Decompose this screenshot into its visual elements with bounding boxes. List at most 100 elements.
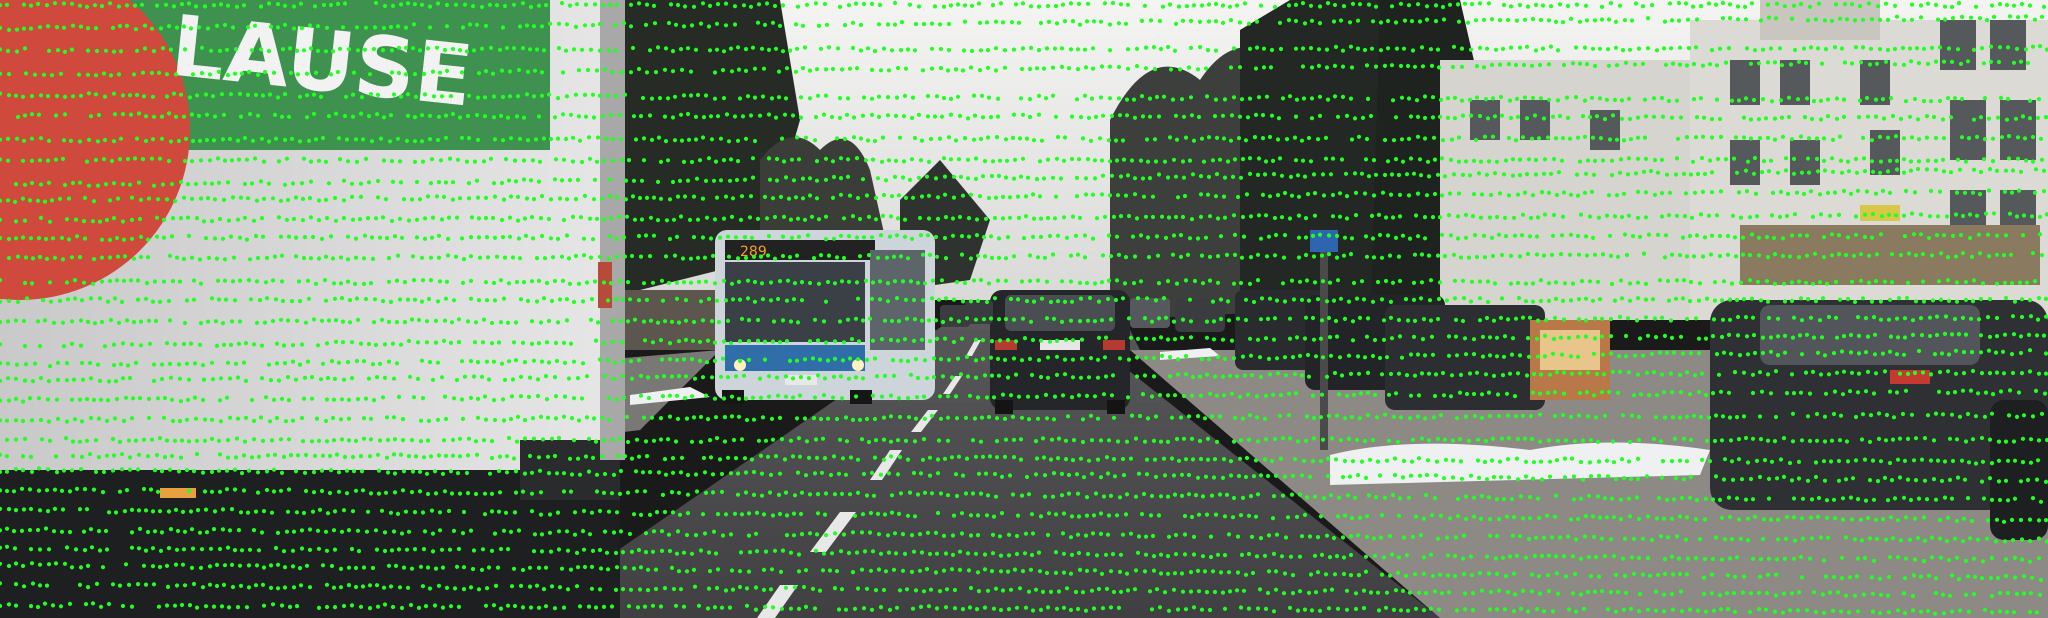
lidar-point [1773, 369, 1779, 374]
lidar-point [1234, 374, 1240, 379]
lidar-point [1957, 167, 1963, 172]
lidar-point [739, 316, 745, 321]
lidar-point [794, 46, 800, 51]
lidar-point [1529, 436, 1535, 442]
lidar-point [946, 135, 952, 140]
lidar-point [997, 338, 1003, 343]
lidar-point [1602, 413, 1608, 418]
lidar-point [1735, 4, 1741, 9]
lidar-point [1961, 371, 1967, 376]
lidar-point [1568, 232, 1574, 237]
lidar-point [70, 94, 76, 99]
lidar-point [903, 66, 909, 71]
lidar-point [1859, 437, 1865, 442]
lidar-point [183, 136, 189, 141]
lidar-point [1832, 389, 1838, 394]
lidar-point [685, 46, 691, 51]
lidar-point [328, 72, 334, 77]
lidar-point [933, 318, 939, 323]
lidar-point [316, 218, 322, 223]
lidar-point [977, 68, 983, 73]
lidar-point [571, 299, 577, 305]
lidar-point [721, 216, 727, 221]
lidar-point [1869, 17, 1875, 22]
lidar-point [1768, 349, 1774, 354]
lidar-point [578, 215, 584, 220]
lidar-point [2030, 44, 2036, 49]
lidar-point [902, 337, 908, 342]
lidar-point [1744, 46, 1750, 51]
lidar-point [1452, 116, 1458, 121]
lidar-point [736, 396, 742, 401]
lidar-point [2032, 17, 2038, 22]
lidar-point [388, 25, 394, 30]
lidar-point [251, 418, 257, 423]
lidar-point [814, 196, 820, 201]
lidar-point [567, 281, 573, 286]
lidar-point [994, 439, 1000, 444]
lidar-point [1709, 117, 1715, 122]
lidar-point [1974, 134, 1980, 139]
lidar-point [380, 395, 386, 400]
lidar-point [1558, 252, 1564, 257]
lidar-point [766, 234, 772, 239]
lidar-point [22, 344, 28, 349]
lidar-point [222, 158, 228, 163]
lidar-point [886, 68, 892, 73]
lidar-point [502, 255, 508, 260]
lidar-point [117, 439, 123, 444]
lidar-point [755, 20, 761, 25]
lidar-point [648, 215, 654, 220]
lidar-point [1784, 213, 1790, 219]
lidar-point [1342, 316, 1348, 321]
lidar-point [1196, 114, 1202, 120]
lidar-point [1093, 114, 1099, 119]
lidar-point [1419, 371, 1425, 376]
lidar-point [1484, 315, 1490, 321]
lidar-point [748, 194, 754, 199]
lidar-point [1037, 194, 1043, 199]
lidar-point [1102, 214, 1108, 219]
lidar-point [899, 20, 905, 25]
lidar-point [1814, 156, 1820, 161]
lidar-point [1231, 281, 1237, 286]
lidar-point [807, 176, 813, 181]
lidar-point [1408, 114, 1414, 119]
lidar-point [1201, 159, 1207, 164]
lidar-point [443, 296, 449, 301]
lidar-point [468, 395, 474, 400]
lidar-point [1248, 214, 1254, 219]
lidar-point [1027, 356, 1033, 361]
lidar-point [407, 374, 413, 379]
lidar-point [1717, 233, 1723, 239]
lidar-point [1976, 317, 1982, 322]
lidar-point [823, 299, 829, 304]
lidar-point [54, 397, 60, 402]
lidar-point [498, 113, 504, 118]
lidar-point [984, 20, 990, 25]
lidar-point [1799, 170, 1805, 175]
lidar-point [6, 398, 12, 403]
lidar-point [926, 159, 932, 164]
lidar-point [1082, 47, 1088, 52]
lidar-point [681, 24, 687, 29]
lidar-point [111, 453, 117, 458]
lidar-point [1621, 138, 1627, 143]
lidar-point [287, 46, 293, 51]
lidar-point [1772, 439, 1778, 444]
lidar-point [1479, 192, 1485, 197]
lidar-point [1053, 114, 1059, 119]
lidar-point [1062, 19, 1068, 24]
lidar-point [1157, 18, 1163, 24]
lidar-point [1188, 319, 1194, 324]
lidar-point [1832, 45, 1838, 50]
lidar-point [1687, 392, 1693, 397]
lidar-point [569, 416, 575, 421]
lidar-point [644, 195, 650, 200]
lidar-point [419, 299, 425, 304]
lidar-point [1065, 414, 1071, 419]
lidar-point [1277, 413, 1283, 418]
lidar-point [1848, 191, 1854, 196]
lidar-point [146, 318, 152, 323]
lidar-point [411, 22, 417, 27]
